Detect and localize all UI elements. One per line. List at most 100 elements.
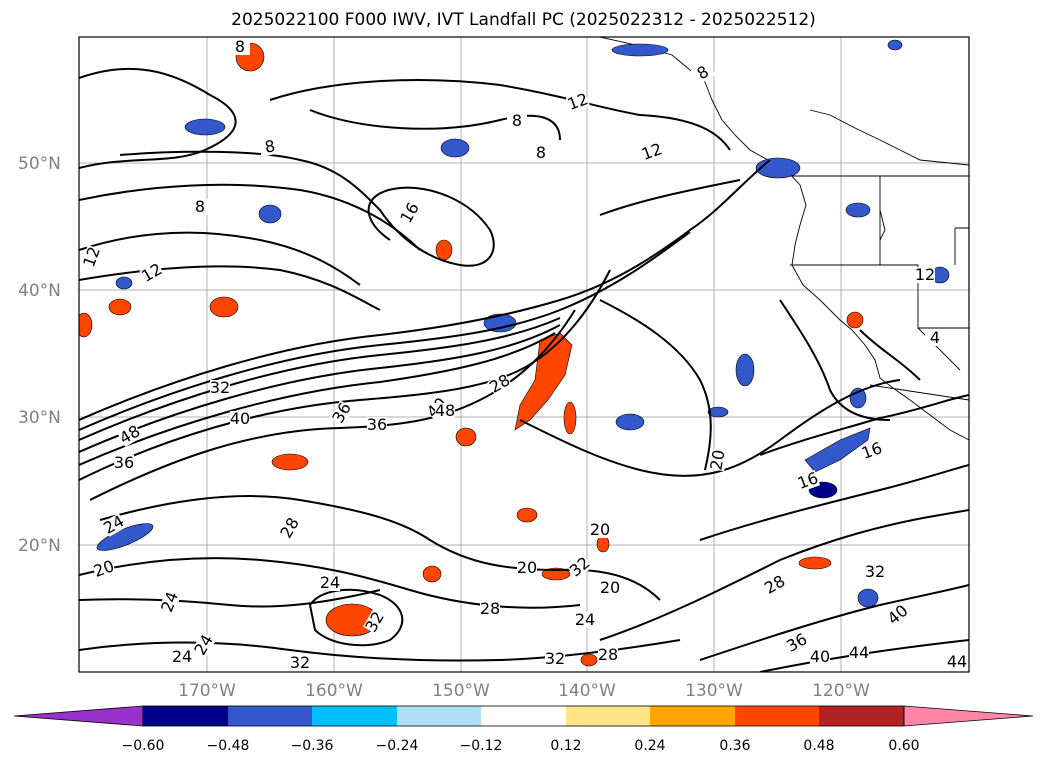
contour-label-bg bbox=[810, 649, 830, 665]
colorbar-swatch bbox=[650, 706, 735, 726]
lon-label-120w: 120°W bbox=[812, 681, 870, 701]
contour-label: 20 bbox=[706, 448, 728, 471]
positive-anomaly bbox=[516, 507, 538, 523]
contour-line bbox=[599, 509, 969, 641]
contour-line-ar bbox=[79, 332, 556, 466]
contour-label-bg bbox=[708, 448, 728, 472]
contour-label-bg bbox=[278, 515, 302, 541]
colorbar-swatch bbox=[228, 706, 312, 726]
colorbar-tick-label: −0.24 bbox=[376, 738, 419, 754]
contour-line bbox=[759, 394, 969, 456]
contour-label-bg bbox=[915, 267, 935, 283]
colorbar-tick-label: −0.48 bbox=[207, 738, 250, 754]
contour-label-bg bbox=[320, 575, 340, 591]
positive-anomaly bbox=[455, 427, 477, 447]
colorbar-swatch bbox=[481, 706, 566, 726]
contour-line bbox=[79, 269, 611, 481]
contour-label-bg bbox=[398, 200, 422, 226]
contour-label: 32 bbox=[210, 378, 230, 397]
negative-anomaly bbox=[440, 138, 470, 158]
contour-line-closed bbox=[308, 588, 404, 647]
contour-line bbox=[309, 109, 561, 141]
colorbar-swatch bbox=[819, 706, 904, 726]
contour-label-bg bbox=[192, 632, 216, 658]
colorbar-tick-label: 0.48 bbox=[803, 738, 834, 754]
contour-label: 36 bbox=[367, 415, 387, 434]
negative-anomaly bbox=[611, 43, 669, 57]
border-state-b bbox=[880, 264, 969, 329]
contour-label-bg bbox=[91, 558, 117, 580]
contour-label: 12 bbox=[915, 265, 935, 284]
contour-label-bg bbox=[507, 113, 527, 129]
colorbar-extend-max bbox=[903, 705, 1034, 727]
contour-line bbox=[699, 584, 969, 661]
lat-label-50n: 50°N bbox=[18, 154, 61, 174]
contour-line bbox=[599, 299, 712, 471]
contour-label-bg bbox=[859, 440, 885, 462]
positive-anomaly bbox=[541, 567, 571, 581]
contour-line bbox=[89, 309, 576, 501]
contour-label: 48 bbox=[435, 401, 455, 420]
contour-line bbox=[699, 464, 969, 541]
contour-label-bg bbox=[435, 403, 455, 419]
positive-anomaly bbox=[422, 565, 442, 583]
contour-label-bg bbox=[190, 199, 210, 215]
contour-label-bg bbox=[575, 612, 595, 628]
positive-anomaly bbox=[435, 239, 453, 261]
colorbar-tick-label: 0.60 bbox=[888, 738, 919, 754]
contour-line-ar bbox=[79, 159, 771, 421]
contour-label-bg bbox=[784, 631, 810, 655]
colorbar-tick-label: 0.12 bbox=[550, 738, 581, 754]
contour-label: 20 bbox=[600, 578, 620, 597]
negative-anomaly bbox=[258, 204, 282, 224]
contour-label: 28 bbox=[480, 599, 500, 618]
contour-line bbox=[79, 67, 237, 169]
contour-label-bg bbox=[795, 470, 821, 492]
latitude-labels: 50°N 40°N 30°N 20°N bbox=[18, 154, 61, 556]
border-state-d bbox=[954, 227, 969, 265]
positive-anomaly bbox=[580, 653, 598, 667]
contour-label: 8 bbox=[263, 136, 276, 156]
contour-label: 40 bbox=[810, 647, 830, 666]
contour-label: 8 bbox=[512, 111, 522, 130]
border-us-mexico bbox=[869, 384, 969, 401]
map-title: 2025022100 F000 IWV, IVT Landfall PC (20… bbox=[231, 10, 816, 30]
contour-line bbox=[599, 179, 741, 216]
contour-label-bg bbox=[230, 411, 250, 427]
colorbar-swatch bbox=[397, 706, 481, 726]
lon-label-130w: 130°W bbox=[685, 681, 743, 701]
contour-label-bg bbox=[487, 372, 513, 396]
contour-label: 32 bbox=[290, 653, 310, 672]
negative-anomaly bbox=[483, 313, 517, 333]
contour-label-bg bbox=[172, 649, 192, 665]
contour-line-ar bbox=[79, 231, 691, 431]
colorbar: −0.60 −0.48 −0.36 −0.24 −0.12 0.12 0.24 … bbox=[13, 705, 1034, 754]
negative-anomaly bbox=[857, 588, 879, 608]
contour-label: 4 bbox=[930, 328, 940, 347]
map-frame bbox=[78, 36, 970, 673]
contour-label: 28 bbox=[598, 645, 618, 664]
positive-anomaly bbox=[798, 556, 832, 570]
lat-label-30n: 30°N bbox=[18, 408, 61, 428]
colorbar-tick-label: −0.36 bbox=[291, 738, 334, 754]
contour-label: 32 bbox=[865, 562, 885, 581]
colorbar-outline bbox=[142, 705, 905, 727]
pc-shading bbox=[79, 39, 950, 667]
lon-label-160w: 160°W bbox=[305, 681, 363, 701]
contour-label-bg bbox=[363, 609, 387, 635]
negative-anomaly bbox=[115, 276, 133, 290]
contour-label: 44 bbox=[947, 652, 967, 671]
contour-label: 36 bbox=[114, 453, 134, 472]
contour-label: 44 bbox=[849, 643, 869, 662]
contour-line bbox=[79, 231, 361, 286]
contour-label-bg bbox=[230, 39, 250, 55]
contour-line bbox=[779, 299, 891, 421]
contour-line bbox=[99, 495, 661, 601]
colorbar-swatch bbox=[566, 706, 650, 726]
negative-anomaly bbox=[615, 413, 645, 431]
contour-line bbox=[79, 265, 381, 311]
positive-anomaly bbox=[271, 453, 309, 471]
positive-anomaly bbox=[108, 298, 132, 316]
